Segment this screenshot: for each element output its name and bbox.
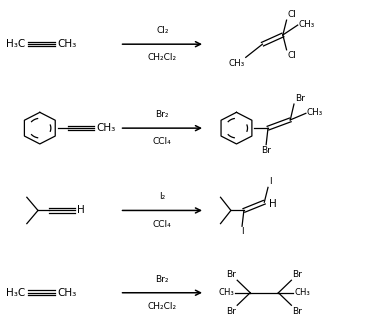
Text: CCl₄: CCl₄ xyxy=(153,137,172,146)
Text: Br: Br xyxy=(293,306,302,316)
Text: CH₂Cl₂: CH₂Cl₂ xyxy=(148,53,177,62)
Text: H₃C: H₃C xyxy=(6,288,25,298)
Text: CH₃: CH₃ xyxy=(57,288,77,298)
Text: Br: Br xyxy=(295,94,305,103)
Text: H: H xyxy=(77,206,85,215)
Text: Br: Br xyxy=(226,306,236,316)
Text: Br: Br xyxy=(226,270,236,279)
Text: Br: Br xyxy=(293,270,302,279)
Text: CH₃: CH₃ xyxy=(57,39,77,49)
Text: CH₃: CH₃ xyxy=(228,59,245,68)
Text: Br₂: Br₂ xyxy=(155,110,169,119)
Text: I: I xyxy=(269,177,272,186)
Text: CH₃: CH₃ xyxy=(307,108,323,117)
Text: H₃C: H₃C xyxy=(6,39,25,49)
Text: I: I xyxy=(241,227,243,236)
Text: Cl: Cl xyxy=(287,10,296,19)
Text: CH₃: CH₃ xyxy=(96,123,115,133)
Text: CCl₄: CCl₄ xyxy=(153,220,172,229)
Text: I₂: I₂ xyxy=(159,192,166,201)
Text: CH₃: CH₃ xyxy=(294,288,310,297)
Text: Cl₂: Cl₂ xyxy=(156,26,169,35)
Text: CH₃: CH₃ xyxy=(219,288,234,297)
Text: Br₂: Br₂ xyxy=(155,275,169,284)
Text: Br: Br xyxy=(261,146,271,155)
Text: CH₂Cl₂: CH₂Cl₂ xyxy=(148,302,177,311)
Text: H: H xyxy=(269,199,276,209)
Text: Cl: Cl xyxy=(287,51,296,60)
Text: CH₃: CH₃ xyxy=(299,20,315,29)
